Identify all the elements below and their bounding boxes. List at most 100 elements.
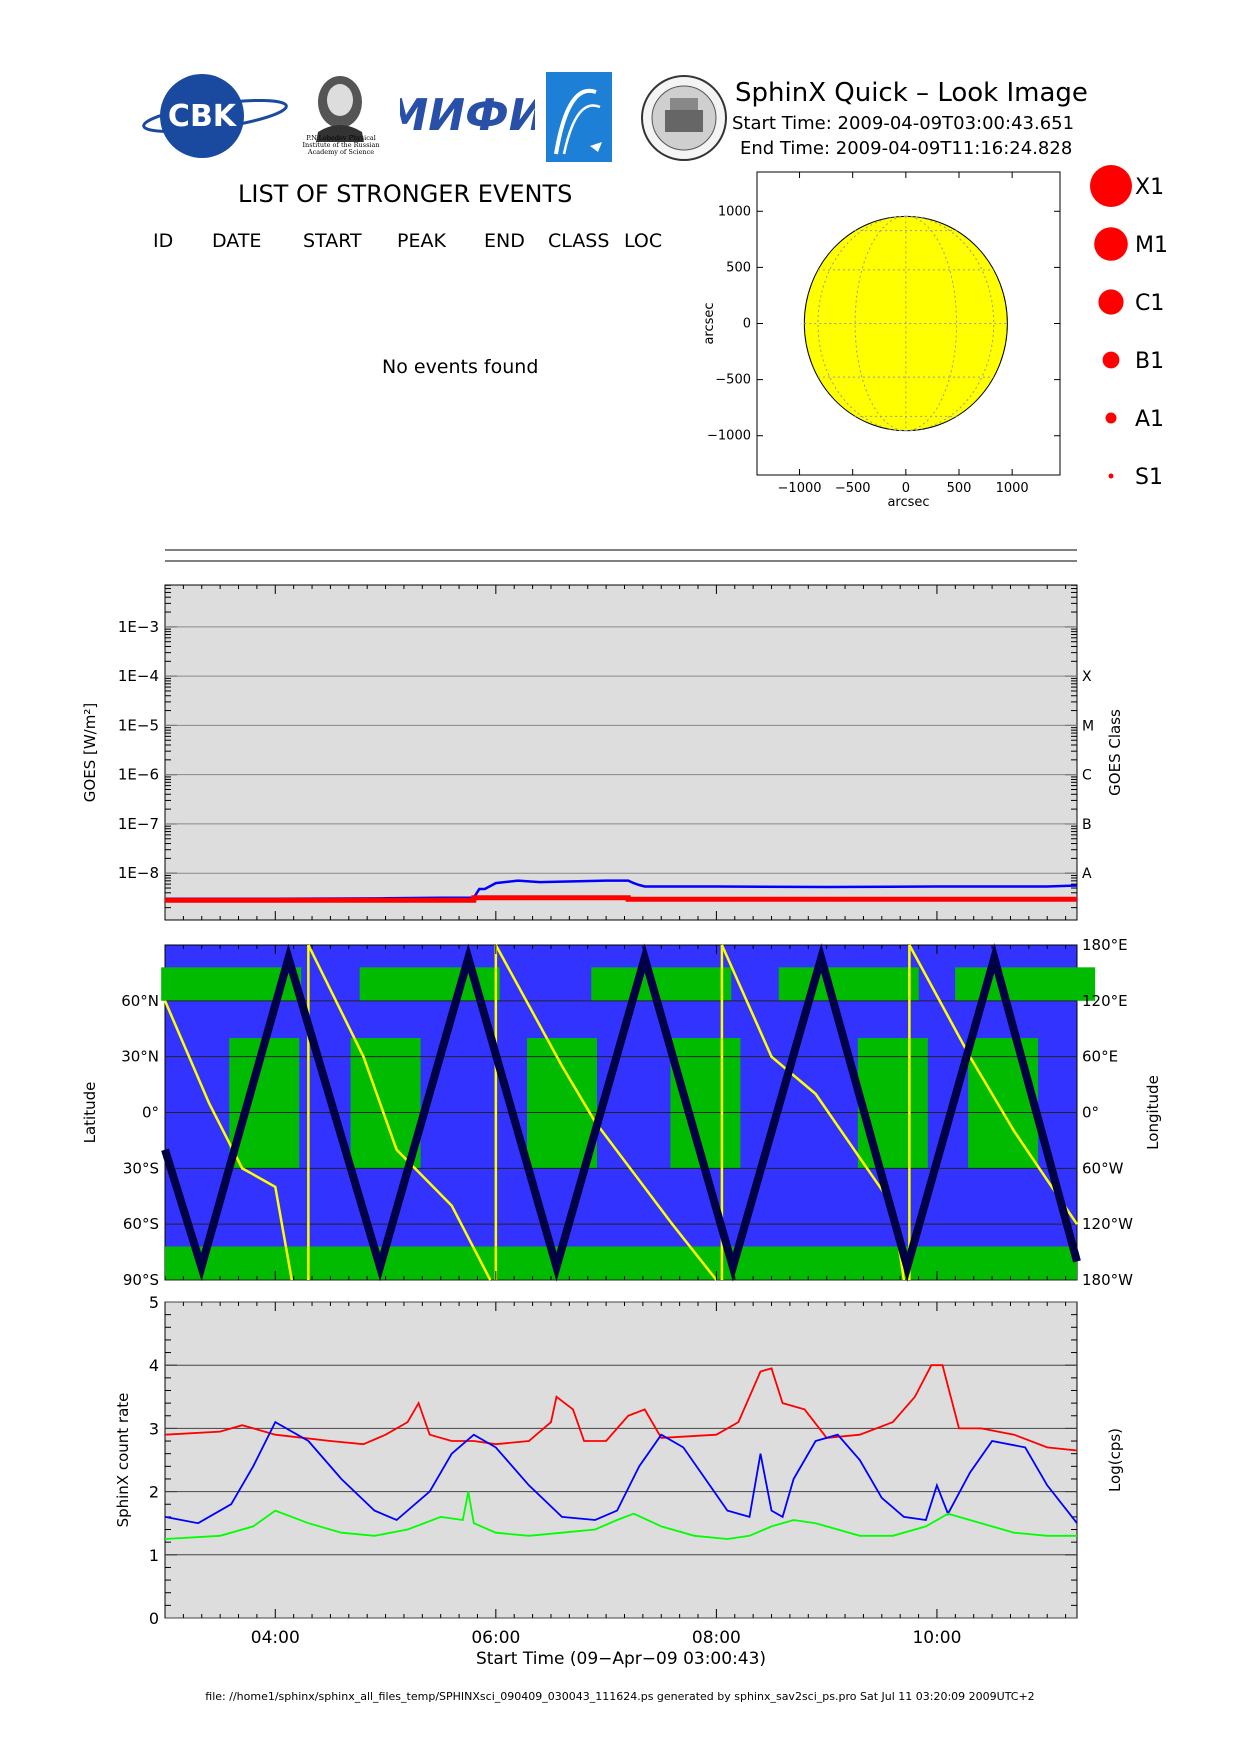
goes-y-tick-label: 1E−3 [118,618,159,636]
no-events-message: No events found [382,356,539,378]
mifi-logo: МИФИ [400,90,535,141]
x-axis-label: arcsec [887,495,929,510]
sphinx-series-line [164,1420,1078,1525]
sphinx-y-tick-label: 0 [149,1609,159,1628]
landmass [857,1038,928,1169]
longitude-tick-label: 120°W [1082,1215,1133,1233]
goes-class-label: C [1082,768,1092,784]
sphinx-log-axis-label: Log(cps) [1106,1428,1124,1492]
latitude-tick-label: 30°N [121,1048,159,1066]
events-column-end: END [484,230,525,252]
longitude-axis-label: Longitude [1144,1075,1162,1150]
longitude-tick-label: 60°W [1082,1159,1124,1177]
lebedev-caption-line: Academy of Science [307,148,375,156]
legend-marker [1102,351,1120,369]
lebedev-caption-line: Institute of the Russian [302,141,380,149]
start-time: Start Time: 2009-04-09T03:00:43.651 [732,113,1075,134]
goes-class-axis-label: GOES Class [1106,709,1124,796]
file-footer: file: //home1/sphinx/sphinx_all_files_te… [205,1690,1035,1703]
legend-label: M1 [1135,233,1168,258]
time-tick-label: 08:00 [692,1628,741,1648]
latitude-tick-label: 0° [142,1104,159,1122]
goes-y-tick-label: 1E−6 [118,766,159,784]
events-column-id: ID [153,230,174,252]
landmass [350,1038,421,1169]
landmass [955,967,1096,1001]
goes-class-label: M [1082,718,1094,734]
time-tick-label: 04:00 [251,1628,300,1648]
goes-class-label: B [1082,817,1092,833]
goes-class-label: A [1082,866,1092,882]
antarctica-land [165,1246,1077,1280]
events-column-start: START [303,230,362,252]
legend-label: C1 [1135,291,1164,316]
longitude-gridline [854,215,906,432]
y-tick-label: −500 [715,373,751,388]
latitude-tick-label: 60°N [121,992,159,1010]
x-tick-label: 500 [947,481,972,496]
x-tick-label: −500 [835,481,871,496]
legend-label: B1 [1135,349,1164,374]
longitude-tick-label: 180°W [1082,1271,1133,1289]
sphinx-y-tick-label: 5 [149,1293,159,1312]
events-column-class: CLASS [548,230,610,252]
legend-label: S1 [1135,465,1163,490]
latitude-track [161,943,1081,1282]
cbk-pan-logo: CBK [142,74,288,158]
lebedev-caption-line: P.N.Lebedev Physical [306,134,376,142]
time-tick-label: 10:00 [912,1628,961,1648]
goes-series-line [165,895,1077,903]
x-tick-label: −1000 [778,481,822,496]
latitude-tick-label: 60°S [123,1215,159,1233]
legend-marker [1094,227,1128,261]
longitude-tick-label: 60°E [1082,1048,1118,1066]
lebedev-institute-logo [316,76,364,142]
time-axis-label: Start Time (09−Apr−09 03:00:43) [476,1649,766,1669]
longitude-tick-label: 120°E [1082,992,1128,1010]
latitude-axis-label: Latitude [81,1082,99,1144]
landmass [591,967,732,1001]
legend-label: X1 [1135,175,1164,200]
flare-class-legend: X1 M1 C1 B1 A1 S1 [1090,165,1168,490]
time-tick-label: 06:00 [471,1628,520,1648]
goes-y-tick-label: 1E−7 [118,815,159,833]
page-title: SphinX Quick – Look Image [735,78,1088,108]
sphinx-series-line [164,1364,1078,1452]
legend-marker [1108,473,1114,479]
longitude-track [307,944,492,1281]
goes-panel [164,584,1078,921]
landmass [778,967,919,1001]
events-column-peak: PEAK [397,230,446,252]
x-tick-label: 1000 [996,481,1029,496]
landmass [670,1038,741,1169]
cbk-logo-text: CBK [168,99,238,134]
y-axis-label: arcsec [702,302,717,344]
sphinx-y-axis-label: SphinX count rate [114,1393,132,1528]
sun-disk-map: −1000 −500 0 500 1000 −1000 −500 0 500 1000 arcsec… [702,171,1061,510]
y-tick-label: −1000 [707,429,751,444]
time-series-charts: 1E−8 1E−7 1E−6 1E−5 1E−4 1E−3 A B C M X GOES [W/m²]… [81,584,1162,1669]
legend-marker [1090,165,1132,207]
longitude-gridline [905,215,958,432]
y-tick-label: 0 [743,317,751,332]
y-tick-label: 500 [726,260,751,275]
longitude-tick-label: 180°E [1082,936,1128,954]
sphinx-y-tick-label: 3 [149,1419,159,1438]
end-time: End Time: 2009-04-09T11:16:24.828 [740,138,1073,159]
goes-y-axis-label: GOES [W/m²] [81,703,99,802]
goes-y-tick-label: 1E−4 [118,667,159,685]
legend-label: A1 [1135,407,1164,432]
arc-emblem-logo [546,72,612,162]
y-tick-label: 1000 [718,204,751,219]
sphinx-y-tick-label: 1 [149,1546,159,1565]
x-tick-label: 0 [902,481,910,496]
separator-lines [165,549,1077,562]
goes-y-tick-label: 1E−8 [118,864,159,882]
sphinx-y-tick-label: 4 [149,1356,159,1375]
longitude-track [163,1000,294,1281]
longitude-tick-label: 0° [1082,1104,1099,1122]
events-column-loc: LOC [624,230,663,252]
sphinx-y-tick-label: 2 [149,1483,159,1502]
lebedev-caption: P.N.Lebedev Physical Institute of the Ru… [296,135,386,156]
legend-marker [1098,289,1124,315]
